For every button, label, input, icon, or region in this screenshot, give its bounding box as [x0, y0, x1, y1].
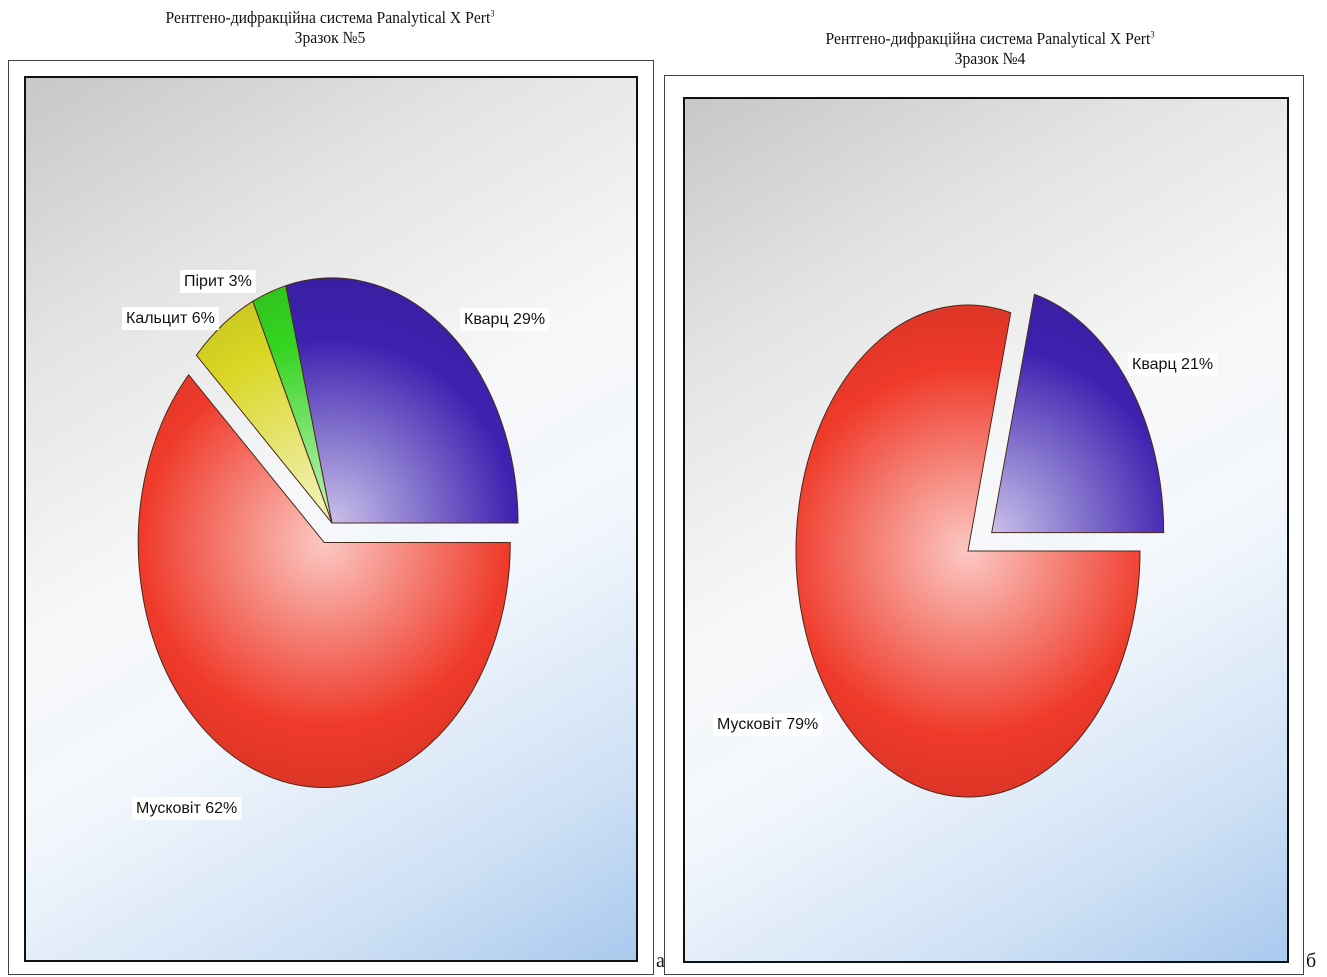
chart-a-slice-кальцит [195, 300, 333, 524]
chart-a-title: Рентгено-дифракційна система Panalytical… [63, 8, 597, 48]
chart-a-label-пірит: Пірит 3% [180, 270, 256, 293]
chart-a-label-мусковіт: Мусковіт 62% [132, 797, 242, 820]
chart-b-slice-мусковіт [795, 304, 1141, 798]
chart-a-panel-letter: а [656, 950, 665, 972]
chart-b-label-кварц: Кварц 21% [1128, 353, 1218, 376]
chart-b-slice-кварц [991, 293, 1165, 534]
chart-a-slice-мусковіт [137, 373, 511, 789]
chart-b-title-text: Рентгено-дифракційна система Panalytical… [825, 29, 1151, 48]
chart-a-title-text: Рентгено-дифракційна система Panalytical… [165, 8, 491, 27]
chart-b-plot-area: Кварц 21% Мусковіт 79% [683, 97, 1289, 963]
chart-b-title-sup: 3 [1150, 29, 1155, 40]
chart-a-label-кварц: Кварц 29% [460, 308, 550, 331]
chart-b-subtitle: Зразок №4 [954, 49, 1026, 68]
chart-b-label-text-1: Мусковіт 79% [717, 716, 818, 733]
chart-a-label-text-3: Мусковіт 62% [136, 800, 237, 817]
chart-a-slice-кварц [285, 277, 519, 524]
chart-b-label-text-0: Кварц 21% [1132, 356, 1213, 373]
chart-b-title: Рентгено-дифракційна система Panalytical… [723, 29, 1257, 69]
chart-a-label-кальцит: Кальцит 6% [122, 307, 219, 330]
chart-a-label-text-1: Пірит 3% [184, 273, 252, 290]
chart-b-panel-letter: б [1306, 950, 1317, 972]
chart-a-plot-area: Кварц 29% Пірит 3% Кальцит 6% Мусковіт 62% [24, 76, 638, 962]
chart-a-label-text-2: Кальцит 6% [126, 310, 215, 327]
chart-a-label-text-0: Кварц 29% [464, 311, 545, 328]
chart-a-pie-svg: Кварц 29% Пірит 3% Кальцит 6% Мусковіт 62% [122, 270, 550, 820]
chart-a-title-sup: 3 [490, 8, 495, 19]
chart-b-label-мусковіт: Мусковіт 79% [713, 713, 823, 736]
chart-a-subtitle: Зразок №5 [294, 28, 366, 47]
chart-b-pie-svg: Кварц 21% Мусковіт 79% [713, 293, 1218, 798]
